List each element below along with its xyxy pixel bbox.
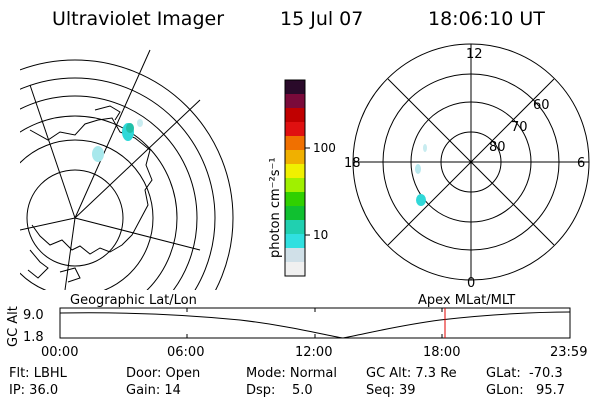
mlat-label-60: 60 [533,98,550,113]
colorbar-band [285,164,305,179]
mlt-label-0: 0 [467,276,476,291]
colorbar-band [285,136,305,151]
altitude-timeline [59,307,571,339]
status-gain: Gain: 14 [126,383,181,398]
time-label: 18:06:10 UT [428,8,545,30]
status-seq: Seq: 39 [366,383,416,398]
colorbar-tick-10: 10 [313,228,329,242]
altitude-curve [59,311,571,339]
status-glon: GLon: 95.7 [486,383,566,398]
status-door: Door: Open [126,366,201,381]
date-label: 15 Jul 07 [280,8,364,30]
mlt-label-6: 6 [577,156,586,171]
colorbar-unit-label: photon cm⁻²s⁻¹ [268,157,283,258]
geographic-map [20,49,234,290]
colorbar-band [285,206,305,221]
colorbar-tick-100: 100 [313,141,336,155]
colorbar-band [285,262,305,277]
timeline-tick-0: 00:00 [41,345,79,360]
timeline-right-title: Apex MLat/MLT [418,293,516,308]
status-flt: Flt: LBHL [9,366,67,381]
colorbar-band [285,178,305,193]
status-mode: Mode: Normal [246,366,337,381]
mlat-label-70: 70 [511,120,528,135]
colorbar-scale [284,79,310,277]
colorbar-band [285,80,305,95]
mlt-label-18: 18 [344,156,361,171]
timeline-left-title: Geographic Lat/Lon [70,293,197,308]
colorbar-band [285,108,305,123]
instrument-title: Ultraviolet Imager [52,8,225,30]
timeline-tick-1: 06:00 [167,345,205,360]
timeline-tick-2: 12:00 [295,345,333,360]
status-dsp: Dsp: 5.0 [246,383,313,398]
timeline-y-top: 9.0 [23,308,44,323]
polar-plot [352,43,590,281]
timeline-y-bottom: 1.8 [23,330,44,345]
coastline [29,117,153,255]
status-ip: IP: 36.0 [9,383,59,398]
colorbar-band [285,248,305,263]
status-glat: GLat: -70.3 [486,366,563,381]
polar-aurora [416,194,426,206]
colorbar-band [285,192,305,207]
timeline-tick-3: 18:00 [423,345,461,360]
colorbar-band [285,220,305,235]
colorbar-band [285,150,305,165]
timeline-tick-4: 23:59 [550,345,588,360]
colorbar-band [285,122,305,137]
colorbar-band [285,94,305,109]
status-gc-alt: GC Alt: 7.3 Re [366,366,457,381]
mlt-label-12: 12 [466,47,483,62]
timeline-axis-label: GC Alt [6,306,21,347]
mlat-label-80: 80 [489,140,506,155]
colorbar-band [285,234,305,249]
